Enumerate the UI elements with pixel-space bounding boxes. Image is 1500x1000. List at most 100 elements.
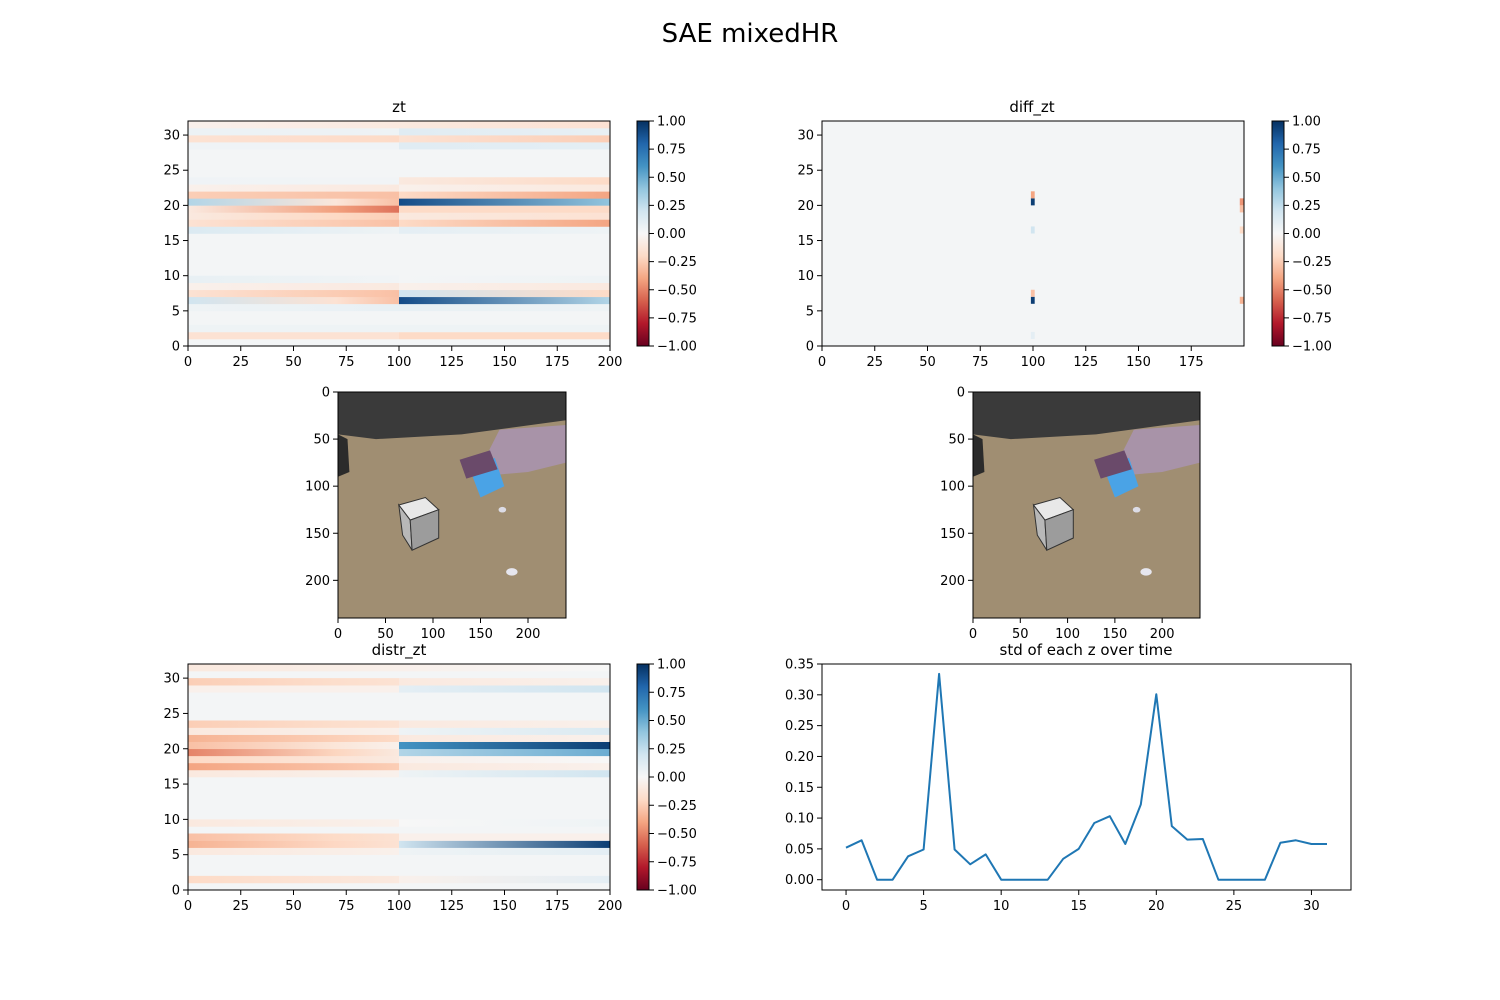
zt-row-z21-second: [399, 191, 610, 199]
distr-row-z23-second: [399, 720, 610, 728]
diff-ytick-label: 15: [797, 234, 814, 249]
distr-row-z9-first: [188, 819, 399, 827]
distr-ytick-label: 5: [172, 848, 180, 863]
distr-xtick-label: 125: [439, 899, 464, 914]
diff-xtick-label: 0: [818, 355, 826, 370]
zt-row-z1-first: [188, 331, 399, 340]
frame-right-image: [973, 392, 1200, 618]
zt-row-z19-second: [399, 205, 610, 213]
zt-row-z16-second: [399, 226, 610, 234]
imgR-disc-small: [1132, 506, 1141, 513]
zt-row-z23-first: [188, 177, 399, 185]
imgR-cube-front: [1044, 508, 1074, 551]
zt-row-z31-second: [399, 121, 610, 129]
imgR-dark-edge: [973, 434, 985, 477]
imgL-xtick-label: 0: [334, 627, 342, 642]
zt-xtick-label: 125: [439, 355, 464, 370]
diff-xtick-label: 25: [866, 355, 883, 370]
diff-ytick-label: 10: [797, 269, 814, 284]
std-ytick-label: 0.10: [785, 812, 814, 827]
panel-distr-zt: distr_zt 0 25 50 75 100 125 150 175 200 0 5 10 15 20…: [163, 641, 696, 914]
imgR-fingers: [1094, 450, 1132, 479]
zt-colorbar-label: 0.75: [657, 143, 686, 158]
std-x-axis: 0 5 10 15 20 25 30: [842, 890, 1320, 914]
zt-colorbar-label: −0.75: [657, 311, 697, 326]
diff-ytick-label: 0: [806, 340, 814, 355]
distr-row-z31-second: [399, 664, 610, 672]
diff-zt-colorbar: 1.00 0.75 0.50 0.25 0.00 −0.25 −0.50 −0.75 −1.00: [1271, 115, 1332, 355]
diff-xtick-label: 100: [1021, 355, 1046, 370]
zt-row-z7-second: [399, 289, 610, 298]
zt-colorbar-gradient: [636, 120, 650, 347]
diff-xtick-label: 175: [1179, 355, 1204, 370]
diff-xtick-label: 150: [1126, 355, 1151, 370]
distr-ytick-label: 15: [163, 778, 180, 793]
imgL-disc: [506, 568, 518, 576]
zt-colorbar-label: 0.00: [657, 227, 686, 242]
zt-colorbar-label: −1.00: [657, 340, 697, 355]
std-y-axis: 0.00 0.05 0.10 0.15 0.20 0.25 0.30 0.35: [785, 658, 822, 888]
distr-xtick-label: 150: [492, 899, 517, 914]
panel-diff-zt: diff_zt 0 25 50 75 100 125 150 175 0 5 10 15 20 25 30…: [797, 98, 1331, 370]
zt-row-z21-first: [188, 191, 399, 199]
zt-row-z28-first: [188, 142, 399, 150]
distr-colorbar-label: −0.25: [657, 799, 697, 814]
distr-colorbar-label: 0.00: [657, 771, 686, 786]
zt-row-z29-first: [188, 135, 399, 143]
zt-colorbar-label: 1.00: [657, 115, 686, 130]
imgL-xtick-label: 150: [468, 627, 493, 642]
distr-row-z29-first: [188, 678, 399, 686]
std-ytick-label: 0.30: [785, 688, 814, 703]
diff-xtick-label: 125: [1073, 355, 1098, 370]
zt-row-z20-first: [188, 198, 399, 206]
distr-row-z1-second: [399, 875, 610, 884]
distr-row-z22-second: [399, 727, 610, 735]
distr-zt-x-axis: 0 25 50 75 100 125 150 175 200: [184, 890, 622, 914]
std-xtick-label: 0: [842, 899, 850, 914]
diff-colorbar-label: −0.50: [1292, 283, 1332, 298]
distr-row-z5-first: [188, 847, 399, 855]
panel-frame-left: 0 50 100 150 200 0 50 100 150 200: [305, 386, 567, 642]
zt-heatmap: [188, 121, 610, 346]
distr-ytick-label: 30: [163, 672, 180, 687]
imgR-hand: [1114, 425, 1200, 475]
distr-row-z6-first: [188, 840, 399, 848]
frame-left-y-axis: 0 50 100 150 200: [305, 386, 338, 589]
zt-row-z16-first: [188, 226, 399, 234]
imgR-backdrop: [973, 392, 1200, 440]
diff-spike: [1030, 296, 1035, 304]
frame-right-x-axis: 0 50 100 150 200: [969, 618, 1175, 642]
imgL-fingers: [459, 450, 498, 479]
distr-colorbar-label: −0.75: [657, 855, 697, 870]
imgL-xtick-label: 100: [421, 627, 446, 642]
std-ytick-label: 0.35: [785, 658, 814, 673]
std-xtick-label: 10: [993, 899, 1010, 914]
distr-xtick-label: 100: [387, 899, 412, 914]
diff-colorbar-label: −0.25: [1292, 255, 1332, 270]
diff-xtick-label: 50: [919, 355, 936, 370]
distr-xtick-label: 175: [545, 899, 570, 914]
diff-spike: [1239, 296, 1244, 304]
zt-xtick-label: 100: [387, 355, 412, 370]
diff-colorbar-label: 0.75: [1292, 143, 1321, 158]
diff-spike: [1239, 198, 1244, 206]
std-ytick-label: 0.15: [785, 781, 814, 796]
imgL-xtick-label: 50: [377, 627, 394, 642]
diff-spike: [1030, 198, 1035, 206]
imgL-disc-small: [498, 506, 507, 513]
zt-colorbar-label: −0.25: [657, 255, 697, 270]
diff-spike: [1030, 226, 1035, 234]
distr-ytick-label: 10: [163, 813, 180, 828]
frame-left-x-axis: 0 50 100 150 200: [334, 618, 540, 642]
zt-row-z20-second: [399, 198, 610, 206]
diff-colorbar-label: 0.00: [1292, 227, 1321, 242]
panel-std: std of each z over time 0 5 10 15 20 25 30 0.0…: [785, 641, 1352, 914]
distr-zt-heatmap: [188, 664, 610, 890]
diff-spike: [1030, 289, 1035, 297]
diff-zt-heatmap: [822, 121, 1244, 346]
zt-ytick-label: 25: [163, 164, 180, 179]
distr-zt-colorbar: 1.00 0.75 0.50 0.25 0.00 −0.25 −0.50 −0.75 −1.00: [636, 658, 697, 899]
zt-row-z28-second: [399, 142, 610, 150]
imgR-xtick-label: 0: [969, 627, 977, 642]
